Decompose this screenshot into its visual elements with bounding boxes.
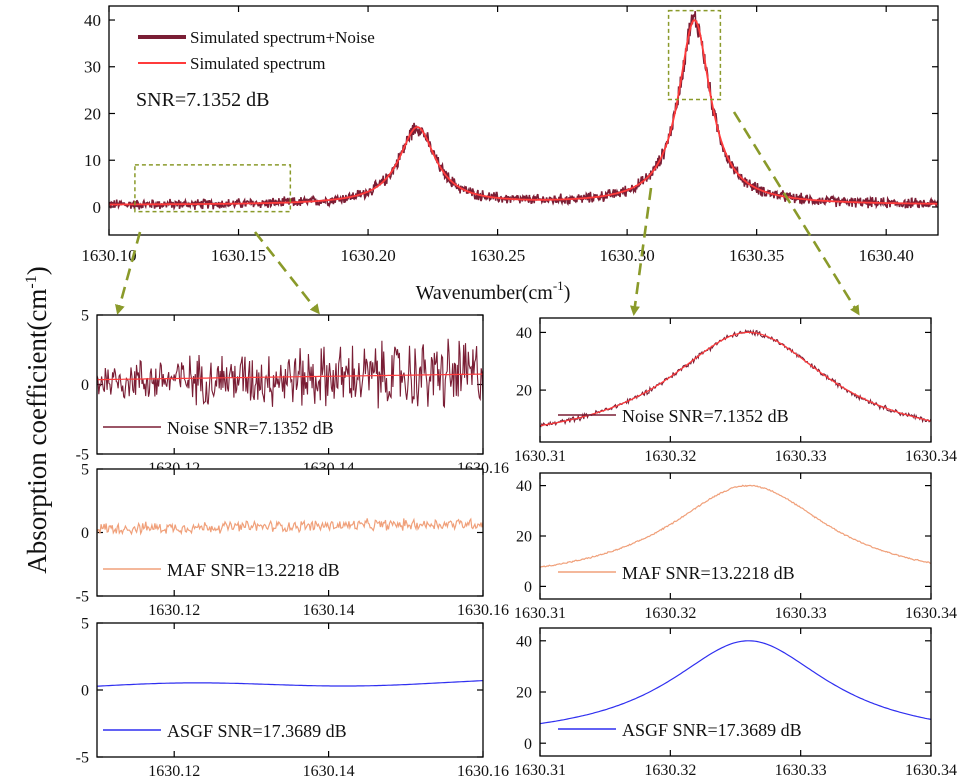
plot-frame — [539, 472, 932, 600]
figure-y-axis-label: Absorption coefficient(cm-1) — [22, 266, 52, 574]
series-noisy-spectrum — [109, 11, 938, 211]
x-tick-label: 1630.32 — [644, 762, 696, 779]
y-tick-label: 0 — [524, 736, 532, 753]
y-tick-label: 20 — [84, 104, 101, 123]
x-tick-label: 1630.14 — [303, 602, 355, 619]
zoom-arrow — [629, 187, 653, 316]
subplot-right-maf: 1630.31 1630.32 1630.33 1630.34 0 20 40 MAF SNR… — [514, 472, 957, 622]
series-asgf — [540, 640, 931, 725]
y-tick-label: 0 — [93, 198, 102, 217]
x-tick-label: 1630.30 — [600, 246, 655, 265]
y-tick-label: 0 — [81, 525, 89, 542]
zoom-arrow — [253, 231, 320, 315]
y-tick-label: 0 — [81, 377, 89, 394]
x-tick-label: 1630.16 — [457, 763, 509, 779]
plot-background — [540, 318, 931, 442]
y-tick-label: 40 — [516, 478, 532, 495]
zoom-arrows — [115, 111, 860, 316]
x-tick-label: 1630.31 — [514, 605, 566, 622]
x-tick-label: 1630.34 — [905, 448, 957, 465]
x-tick-label: 1630.10 — [81, 246, 136, 265]
x-tick-label: 1630.33 — [775, 448, 827, 465]
legend-label: MAF SNR=13.2218 dB — [167, 560, 340, 580]
plot-frame — [96, 622, 484, 758]
zoom-arrow — [732, 111, 860, 316]
main-snr-annotation: SNR=7.1352 dB — [136, 89, 270, 111]
subplot-right-asgf: 1630.31 1630.32 1630.33 1630.34 0 20 40 ASGF SN… — [514, 627, 957, 779]
main-chart: 1630.10 1630.15 1630.20 1630.25 1630.30 1630.… — [81, 5, 939, 304]
x-tick-label: 1630.35 — [729, 246, 784, 265]
x-tick-label: 1630.31 — [514, 762, 566, 779]
x-tick-label: 1630.15 — [211, 246, 266, 265]
subplot-left-asgf: 1630.12 1630.14 1630.16 -5 0 5 ASGF SNR=17.368… — [76, 616, 509, 779]
legend-label: ASGF SNR=17.3689 dB — [167, 721, 347, 741]
y-tick-label: 0 — [81, 683, 89, 700]
plot-background — [97, 623, 483, 757]
y-tick-label: 5 — [81, 462, 89, 479]
x-tick-label: 1630.12 — [148, 602, 200, 619]
y-tick-label: 40 — [516, 325, 532, 342]
legend-label: Noise SNR=7.1352 dB — [167, 418, 334, 438]
main-plot-area: 1630.10 1630.15 1630.20 1630.25 1630.30 1630.… — [81, 5, 939, 265]
plot-frame — [539, 627, 932, 757]
x-tick-label: 1630.31 — [514, 448, 566, 465]
main-legend-noise-label: Simulated spectrum+Noise — [190, 28, 375, 47]
subplot-left-maf: 1630.12 1630.14 1630.16 -5 0 5 MAF SNR=13.2218… — [76, 462, 509, 619]
legend-label: ASGF SNR=17.3689 dB — [622, 720, 802, 740]
legend-label: MAF SNR=13.2218 dB — [622, 563, 795, 583]
x-tick-label: 1630.40 — [859, 246, 914, 265]
series-maf — [97, 517, 483, 536]
zoom-arrow — [115, 231, 142, 315]
x-tick-label: 1630.20 — [340, 246, 395, 265]
x-tick-label: 1630.32 — [644, 448, 696, 465]
plot-frame — [108, 5, 939, 236]
main-x-axis-label: Wavenumber(cm-1) — [416, 278, 571, 304]
x-tick-label: 1630.14 — [303, 763, 355, 779]
plot-background — [540, 473, 931, 599]
subplot-right-noise: 1630.31 1630.32 1630.33 1630.34 20 40 Noise SN… — [514, 317, 957, 465]
series-reference — [97, 373, 483, 381]
series-simulated-spectrum — [109, 19, 938, 206]
plot-frame — [539, 317, 932, 443]
plot-background — [540, 628, 931, 756]
y-tick-label: 30 — [84, 58, 101, 77]
y-tick-label: -5 — [76, 447, 89, 464]
y-tick-label: 10 — [84, 151, 101, 170]
y-tick-label: 20 — [516, 685, 532, 702]
y-tick-label: -5 — [76, 589, 89, 606]
x-tick-label: 1630.12 — [148, 763, 200, 779]
zoom-region-box — [134, 164, 292, 213]
series-noisy — [97, 338, 483, 409]
series-reference — [540, 331, 931, 427]
y-tick-label: 0 — [524, 579, 532, 596]
plot-frame — [96, 468, 484, 597]
y-tick-label: 5 — [81, 616, 89, 633]
y-tick-label: -5 — [76, 750, 89, 767]
x-tick-label: 1630.34 — [905, 762, 957, 779]
x-tick-label: 1630.34 — [905, 605, 957, 622]
plot-frame — [96, 314, 484, 455]
y-tick-label: 20 — [516, 529, 532, 546]
x-tick-label: 1630.33 — [775, 762, 827, 779]
y-tick-label: 40 — [516, 633, 532, 650]
x-tick-label: 1630.25 — [470, 246, 525, 265]
x-tick-label: 1630.16 — [457, 602, 509, 619]
x-tick-label: 1630.32 — [644, 605, 696, 622]
main-legend-sim-label: Simulated spectrum — [190, 54, 326, 73]
legend-label: Noise SNR=7.1352 dB — [622, 406, 789, 426]
y-tick-label: 20 — [516, 383, 532, 400]
series-noisy — [540, 328, 931, 428]
series-asgf — [97, 680, 483, 687]
series-maf — [540, 484, 931, 568]
y-tick-label: 40 — [84, 11, 101, 30]
y-tick-label: 5 — [81, 308, 89, 325]
x-tick-label: 1630.33 — [775, 605, 827, 622]
